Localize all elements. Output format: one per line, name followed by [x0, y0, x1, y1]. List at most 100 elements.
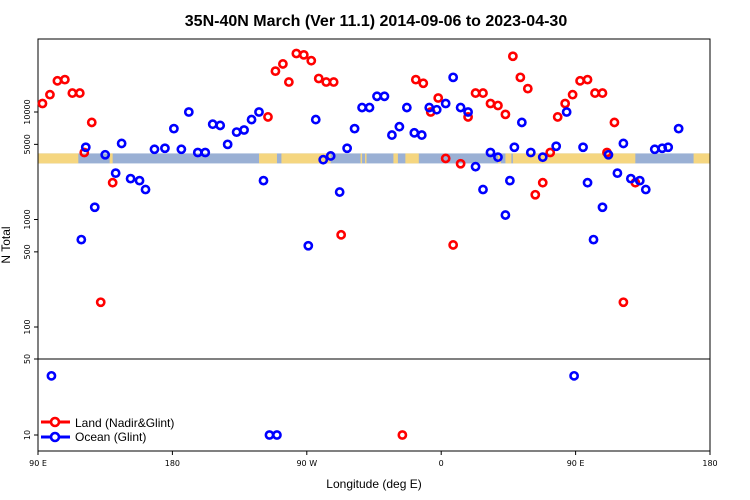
x-tick-label: 180 [702, 459, 717, 468]
land-point [455, 158, 466, 169]
land-point [440, 153, 451, 164]
ocean-point [246, 114, 257, 125]
y-tick-label: 500 [23, 244, 32, 259]
ocean-point [231, 127, 242, 138]
band-land-segment [497, 153, 501, 164]
x-axis-ticks: 90 E 180 90 W 0 90 E 180 [29, 451, 718, 468]
legend: Land (Nadir&Glint) Ocean (Glint) [41, 416, 174, 444]
y-axis-label: N Total [0, 226, 13, 263]
ocean-point [478, 184, 488, 195]
land-point [95, 297, 106, 308]
ocean-point [387, 130, 397, 140]
ocean-point [561, 107, 572, 117]
ocean-point [525, 147, 536, 158]
land-point [515, 72, 526, 83]
ocean-point [537, 152, 548, 163]
ocean-point [264, 430, 275, 440]
ocean-point [192, 147, 203, 158]
legend-land-label: Land (Nadir&Glint) [75, 416, 174, 430]
land-point [278, 59, 288, 69]
land-point [560, 98, 571, 109]
land-point [567, 89, 578, 100]
land-point [283, 77, 294, 87]
ocean-point [612, 168, 623, 179]
ocean-point [618, 138, 629, 149]
band-land-segment [693, 153, 710, 164]
legend-ocean-label: Ocean (Glint) [75, 430, 146, 444]
land-point [263, 112, 273, 122]
ocean-point [364, 102, 375, 113]
x-axis-label: Longitude (deg E) [326, 477, 421, 491]
ocean-point [597, 202, 608, 213]
ocean-point [254, 107, 264, 117]
ocean-point [440, 98, 451, 109]
land-point [618, 297, 629, 308]
band-land-segment [259, 153, 277, 164]
land-point [52, 75, 63, 86]
land-point [522, 83, 533, 94]
y-tick-label: 1000 [23, 209, 32, 229]
band-land-segment [405, 153, 419, 164]
ocean-point [504, 175, 515, 186]
ocean-point [588, 234, 599, 245]
land-point [270, 66, 281, 77]
land-point [433, 93, 444, 103]
land-point [597, 88, 608, 98]
ocean-point [401, 102, 412, 113]
ocean-point [46, 370, 57, 381]
land-point [500, 109, 511, 120]
ocean-point [303, 240, 314, 251]
ocean-point [582, 177, 593, 188]
land-point [291, 48, 302, 59]
land-ocean-mask-band [38, 153, 710, 164]
lower-plot-frame [37, 358, 711, 452]
ocean-point [551, 141, 562, 152]
land-point [79, 147, 90, 158]
ocean-point [372, 91, 382, 102]
ocean-point [625, 173, 636, 184]
ocean-point [334, 187, 345, 197]
land-point [328, 77, 339, 87]
land-point [590, 88, 600, 98]
ocean-point [272, 430, 282, 440]
ocean-point [673, 123, 684, 134]
ocean-point [110, 168, 121, 179]
ocean-point [500, 210, 511, 220]
ocean-point [100, 149, 111, 160]
land-point [107, 177, 118, 188]
ocean-point [416, 130, 427, 140]
chart-title: 35N-40N March (Ver 11.1) 2014-09-06 to 2… [185, 13, 568, 30]
ocean-point [239, 125, 249, 135]
ocean-point [89, 202, 100, 213]
ocean-point [176, 144, 187, 155]
y-tick-label: 10000 [23, 99, 32, 124]
legend-ocean-marker [49, 431, 61, 443]
ocean-point [183, 107, 194, 117]
land-point [321, 77, 332, 87]
upper-plot-frame [37, 38, 711, 360]
ocean-point [603, 149, 614, 160]
ocean-point [116, 138, 127, 149]
ocean-point [134, 175, 145, 186]
ocean-point [258, 175, 269, 186]
ocean-point [149, 144, 160, 155]
land-point [507, 51, 518, 62]
land-point [537, 177, 548, 188]
ocean-point [640, 184, 651, 195]
ocean-point [509, 142, 520, 153]
ocean-point [200, 147, 211, 158]
land-point [37, 98, 48, 109]
band-land-segment [365, 153, 367, 164]
ocean-point [76, 234, 87, 245]
ocean-point [634, 175, 645, 186]
y-axis-ticks: 100 500 1000 5000 10000 10 50 [23, 99, 38, 440]
land-point [313, 73, 324, 84]
land-point [470, 88, 481, 98]
land-point [298, 49, 309, 60]
band-land-segment [505, 153, 512, 164]
x-tick-label: 90 E [29, 459, 47, 468]
x-tick-label: 90 E [567, 459, 585, 468]
ocean-point [394, 121, 405, 132]
x-tick-label: 180 [165, 459, 180, 468]
land-point [545, 147, 556, 158]
